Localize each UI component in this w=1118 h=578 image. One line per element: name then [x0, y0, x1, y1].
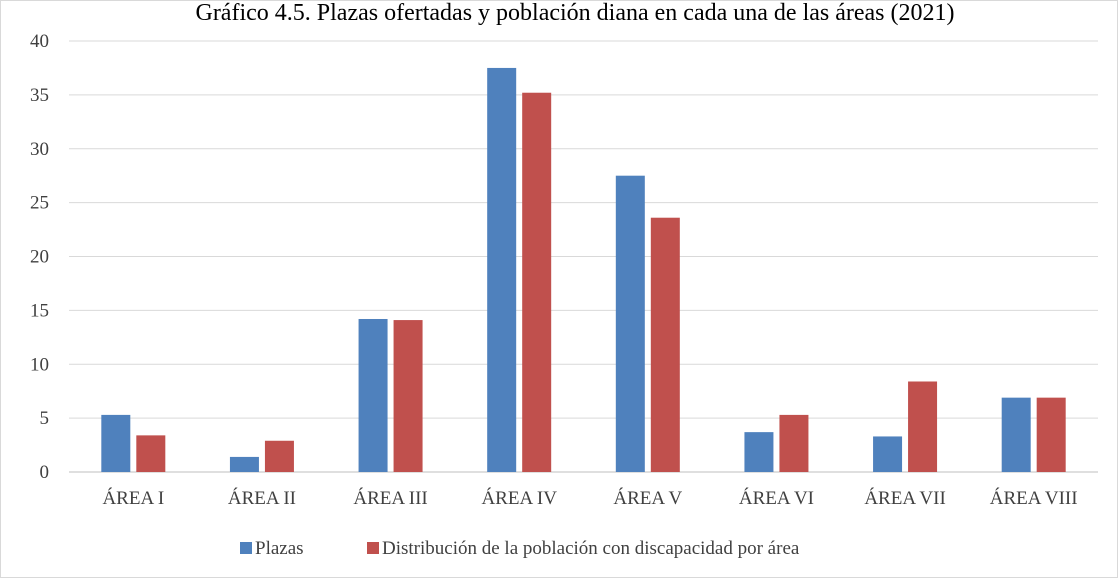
bar-distribucion [650, 217, 680, 472]
bar-plazas [873, 436, 903, 472]
y-tick-label: 40 [30, 31, 49, 52]
bar-distribucion [908, 381, 938, 472]
bar-distribucion [1036, 397, 1066, 472]
y-tick-label: 15 [30, 300, 49, 321]
chart-title: Gráfico 4.5. Plazas ofertadas y població… [195, 0, 954, 26]
bar-distribucion [393, 320, 423, 472]
y-tick-label: 5 [40, 408, 50, 429]
bar-plazas [358, 318, 388, 472]
x-axis-category-labels: ÁREA I ÁREA II ÁREA III ÁREA IV ÁREA V ÁREA V… [102, 487, 1077, 509]
bar-plazas [1001, 397, 1031, 472]
x-category-label: ÁREA VI [739, 487, 814, 509]
bar-plazas [615, 175, 645, 472]
bar-distribucion [779, 414, 809, 472]
legend-swatch [240, 542, 252, 554]
x-category-label: ÁREA II [228, 487, 296, 509]
legend-swatch [367, 542, 379, 554]
y-tick-label: 35 [30, 85, 49, 106]
x-category-label: ÁREA I [102, 487, 164, 509]
bar-plazas [229, 456, 259, 472]
bar-plazas [101, 414, 131, 472]
x-category-label: ÁREA IV [481, 487, 557, 509]
bar-distribucion [264, 440, 294, 472]
x-category-label: ÁREA V [613, 487, 682, 509]
bar-distribucion [522, 92, 552, 472]
y-tick-label: 20 [30, 247, 49, 268]
y-axis-ticks: 0 5 10 15 20 25 30 35 40 [30, 31, 49, 483]
y-tick-label: 10 [30, 354, 49, 375]
x-category-label: ÁREA III [353, 487, 427, 509]
y-tick-label: 30 [30, 139, 49, 160]
legend: Plazas Distribución de la población con d… [240, 538, 800, 559]
bar-plazas [487, 67, 517, 472]
bar-plazas [744, 432, 774, 472]
y-tick-label: 25 [30, 193, 49, 214]
bars [101, 67, 1066, 472]
x-category-label: ÁREA VII [864, 487, 945, 509]
bar-distribucion [136, 435, 166, 472]
gridlines [69, 40, 1098, 473]
legend-label: Plazas [255, 538, 304, 559]
legend-label: Distribución de la población con discapa… [382, 538, 800, 559]
x-category-label: ÁREA VIII [990, 487, 1078, 509]
y-tick-label: 0 [40, 462, 50, 483]
